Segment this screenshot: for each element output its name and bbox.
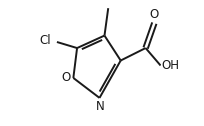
Text: O: O xyxy=(62,71,71,84)
Text: OH: OH xyxy=(162,59,180,72)
Text: Cl: Cl xyxy=(39,34,51,47)
Text: N: N xyxy=(96,100,104,113)
Text: O: O xyxy=(150,8,159,21)
